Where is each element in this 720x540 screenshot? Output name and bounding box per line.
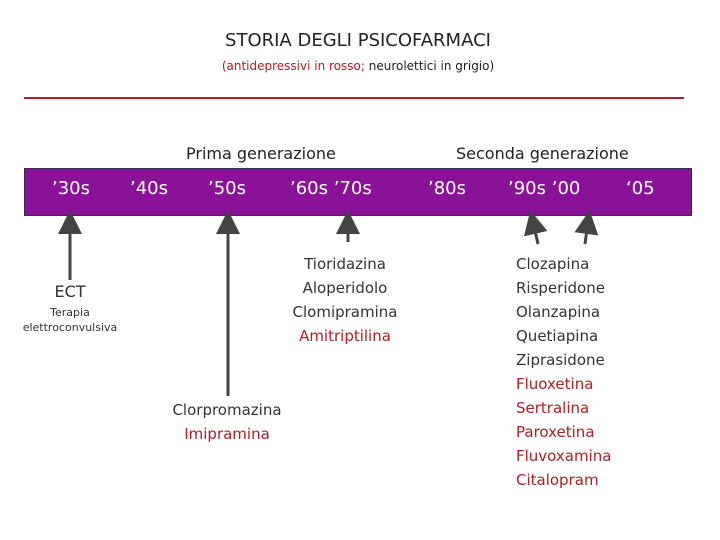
drug-item: Olanzapina [516,303,601,321]
drug-item: Clozapina [516,255,590,273]
page-title: STORIA DEGLI PSICOFARMACI [225,30,491,51]
first-generation-label: Prima generazione [186,144,336,163]
legend-antidepressant: (antidepressivi in rosso; [221,59,365,73]
decade-60s-70s: ’60s ’70s [290,178,372,199]
ect-sublabel: Terapia elettroconvulsiva [14,305,126,335]
legend-subtitle: (antidepressivi in rosso; neurolettici i… [0,59,716,73]
drug-item: Imipramina [184,425,270,443]
ect-label: ECT [54,282,86,301]
sixties-drug-list: Tioridazina Aloperidolo Clomipramina Ami… [270,252,420,348]
decade-90s-00: ’90s ’00 [508,178,581,199]
decade-80s: ’80s [428,178,467,199]
drug-item: Clomipramina [292,303,398,321]
drug-item: Amitriptilina [299,327,391,345]
decade-30s: ’30s [52,178,91,199]
title-divider [24,97,684,99]
drug-item: Risperidone [516,279,605,297]
decade-50s: ’50s [208,178,247,199]
drug-item: Sertralina [516,399,590,417]
second-generation-label: Seconda generazione [456,144,629,163]
decade-05: ‘05 [626,178,655,199]
drug-item: Aloperidolo [302,279,388,297]
ect-sublabel-line1: Terapia [50,306,90,319]
legend-neuroleptic: neurolettici in grigio) [364,59,495,73]
drug-item: Paroxetina [516,423,595,441]
drug-item: Ziprasidone [516,351,605,369]
drug-item: Fluvoxamina [516,447,612,465]
drug-item: Clorpromazina [172,401,282,419]
drug-item: Quetiapina [516,327,599,345]
drug-item: Citalopram [516,471,599,489]
drug-item: Fluoxetina [516,375,594,393]
drug-item: Tioridazina [304,255,386,273]
nineties-drug-list: Clozapina Risperidone Olanzapina Quetiap… [516,252,666,492]
nineties-arrow [523,210,548,245]
ect-sublabel-line2: elettroconvulsiva [22,321,118,334]
decade-40s: ’40s [130,178,169,199]
fifties-drug-list: Clorpromazina Imipramina [150,398,304,446]
two-thousands-arrow [574,210,599,245]
